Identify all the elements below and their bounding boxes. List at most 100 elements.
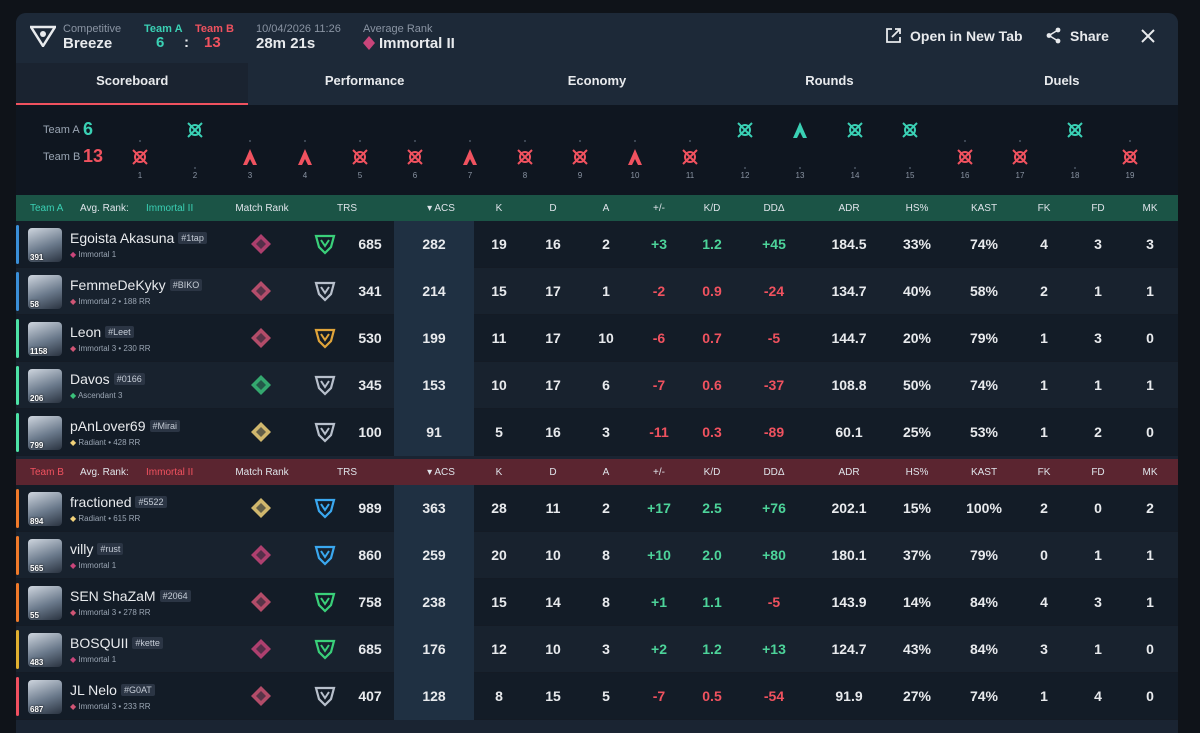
col-fk[interactable]: FK [1037, 467, 1051, 478]
round-12[interactable]: 12 [730, 105, 760, 195]
col-mk[interactable]: MK [1142, 467, 1158, 478]
player-name-line[interactable]: Egoista Akasuna #1tap [70, 230, 207, 246]
player-name-line[interactable]: villy #rust [70, 541, 124, 557]
player-tag: #kette [132, 637, 163, 649]
round-4[interactable]: 4 [290, 105, 320, 195]
player-row[interactable]: 55 SEN ShaZaM #2064 ◆ Immortal 3 • 278 RR 75… [16, 579, 1178, 626]
player-name-line[interactable]: fractioned #5522 [70, 494, 167, 510]
tab-scoreboard[interactable]: Scoreboard [16, 63, 249, 105]
col-hs[interactable]: HS% [905, 467, 929, 478]
col-k[interactable]: K [495, 203, 503, 214]
player-name[interactable]: FemmeDeKyky [70, 277, 166, 293]
col-pm[interactable]: +/- [653, 203, 665, 214]
player-row[interactable]: 565 villy #rust ◆ Immortal 1 860 259 20 10 8 +10 2… [16, 532, 1178, 579]
team-a-avg-rank: Immortal II [146, 203, 194, 214]
round-15[interactable]: 15 [895, 105, 925, 195]
col-trs[interactable]: TRS [337, 203, 357, 214]
player-name-line[interactable]: BOSQUII #kette [70, 635, 163, 651]
player-row[interactable]: 58 FemmeDeKyky #BIKO ◆ Immortal 2 • 188 RR 3… [16, 268, 1178, 315]
player-name[interactable]: SEN ShaZaM [70, 588, 156, 604]
col-match_rank[interactable]: Match Rank [235, 203, 289, 214]
elimination-icon [132, 149, 148, 165]
round-number: 12 [740, 171, 750, 180]
player-name[interactable]: BOSQUII [70, 635, 129, 651]
round-13[interactable]: 13 [785, 105, 815, 195]
player-tag: #G0AT [120, 684, 155, 696]
player-rank: Immortal 3 • 230 RR [78, 344, 151, 353]
player-name-line[interactable]: pAnLover69 #Mirai [70, 418, 181, 434]
stat-hs: 43% [902, 641, 932, 657]
col-mk[interactable]: MK [1142, 203, 1158, 214]
player-name-line[interactable]: JL Nelo #G0AT [70, 682, 155, 698]
col-trs[interactable]: TRS [337, 467, 357, 478]
tab-economy[interactable]: Economy [567, 73, 627, 88]
col-kd[interactable]: K/D [703, 203, 721, 214]
agent-color-bar [16, 225, 19, 264]
player-row[interactable]: 206 Davos #0166 ◆ Ascendant 3 345 153 10 17 6 -7 0… [16, 362, 1178, 409]
spike-defuse-icon [793, 122, 807, 138]
player-row[interactable]: 391 Egoista Akasuna #1tap ◆ Immortal 1 685 28… [16, 221, 1178, 268]
col-a[interactable]: A [602, 467, 610, 478]
col-hs[interactable]: HS% [905, 203, 929, 214]
player-name-line[interactable]: Leon #Leet [70, 324, 134, 340]
round-9[interactable]: 9 [565, 105, 595, 195]
player-name-line[interactable]: FemmeDeKyky #BIKO [70, 277, 203, 293]
col-adr[interactable]: ADR [838, 467, 860, 478]
col-kd[interactable]: K/D [703, 467, 721, 478]
player-name[interactable]: villy [70, 541, 94, 557]
player-row[interactable]: 894 fractioned #5522 ◆ Radiant • 615 RR 989 3… [16, 485, 1178, 532]
round-10[interactable]: 10 [620, 105, 650, 195]
col-pm[interactable]: +/- [653, 467, 665, 478]
open-new-tab-button[interactable]: Open in New Tab [885, 27, 1023, 44]
round-14[interactable]: 14 [840, 105, 870, 195]
spike-defuse-icon [463, 149, 477, 165]
stat-hs: 15% [902, 500, 932, 516]
player-name-line[interactable]: Davos #0166 [70, 371, 145, 387]
close-icon[interactable] [1141, 29, 1155, 43]
round-1[interactable]: 1 [125, 105, 155, 195]
player-name[interactable]: Egoista Akasuna [70, 230, 175, 246]
col-dd[interactable]: DDΔ [763, 203, 785, 214]
round-8[interactable]: 8 [510, 105, 540, 195]
round-11[interactable]: 11 [675, 105, 705, 195]
tab-rounds[interactable]: Rounds [805, 73, 854, 88]
col-d[interactable]: D [549, 467, 557, 478]
player-name[interactable]: JL Nelo [70, 682, 117, 698]
round-number: 15 [905, 171, 915, 180]
col-adr[interactable]: ADR [838, 203, 860, 214]
player-name[interactable]: Davos [70, 371, 110, 387]
round-empty-dot [909, 167, 911, 169]
share-button[interactable]: Share [1045, 27, 1109, 44]
player-name[interactable]: fractioned [70, 494, 132, 510]
round-7[interactable]: 7 [455, 105, 485, 195]
round-5[interactable]: 5 [345, 105, 375, 195]
player-row[interactable]: 799 pAnLover69 #Mirai ◆ Radiant • 428 RR 100… [16, 409, 1178, 456]
col-match_rank[interactable]: Match Rank [235, 467, 289, 478]
round-16[interactable]: 16 [950, 105, 980, 195]
col-fd[interactable]: FD [1091, 467, 1105, 478]
col-kast[interactable]: KAST [970, 467, 998, 478]
col-dd[interactable]: DDΔ [763, 467, 785, 478]
round-6[interactable]: 6 [400, 105, 430, 195]
tab-duels[interactable]: Duels [1044, 73, 1080, 88]
col-d[interactable]: D [549, 203, 557, 214]
round-18[interactable]: 18 [1060, 105, 1090, 195]
tab-performance[interactable]: Performance [324, 73, 405, 88]
col-kast[interactable]: KAST [970, 203, 998, 214]
col-fd[interactable]: FD [1091, 203, 1105, 214]
round-3[interactable]: 3 [235, 105, 265, 195]
player-row[interactable]: 1158 Leon #Leet ◆ Immortal 3 • 230 RR 530 199… [16, 315, 1178, 362]
col-k[interactable]: K [495, 467, 503, 478]
player-row[interactable]: 687 JL Nelo #G0AT ◆ Immortal 3 • 233 RR 407 1… [16, 673, 1178, 720]
col-fk[interactable]: FK [1037, 203, 1051, 214]
col-a[interactable]: A [602, 203, 610, 214]
player-row[interactable]: 483 BOSQUII #kette ◆ Immortal 1 685 176 12 10 3 +… [16, 626, 1178, 673]
col-acs[interactable]: ▾ ACS [411, 467, 471, 478]
player-name[interactable]: pAnLover69 [70, 418, 146, 434]
col-acs[interactable]: ▾ ACS [411, 203, 471, 214]
player-name[interactable]: Leon [70, 324, 102, 340]
round-2[interactable]: 2 [180, 105, 210, 195]
player-name-line[interactable]: SEN ShaZaM #2064 [70, 588, 191, 604]
round-19[interactable]: 19 [1115, 105, 1145, 195]
round-17[interactable]: 17 [1005, 105, 1035, 195]
